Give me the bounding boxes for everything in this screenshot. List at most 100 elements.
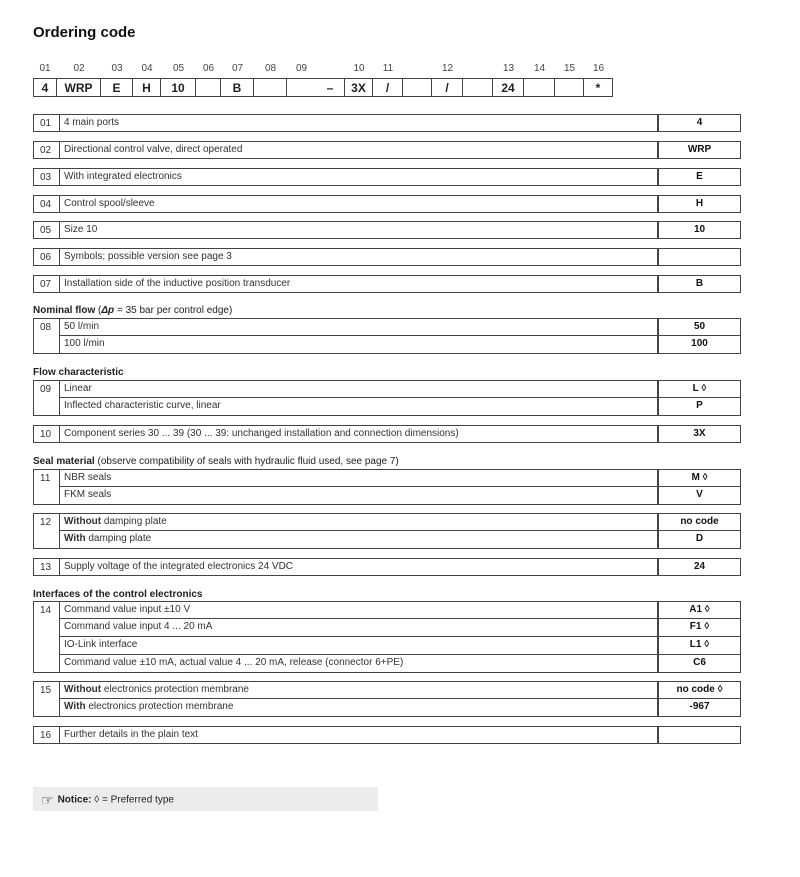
option-text: electronics protection membrane (85, 701, 234, 712)
option-description: Component series 30 ... 39 (30 ... 39: u… (60, 425, 658, 443)
code-position-label: 09 (295, 63, 308, 74)
option-description: Inflected characteristic curve, linear (60, 398, 658, 416)
option-code: M ◊ (658, 469, 741, 487)
option-code: -967 (658, 699, 741, 717)
option-text: Directional control valve, direct operat… (64, 144, 243, 155)
option-description: Without electronics protection membrane (60, 681, 658, 699)
option-description: Command value input 4 ... 20 mA (60, 619, 658, 637)
position-number: 14 (33, 601, 60, 673)
option-description: Supply voltage of the integrated electro… (60, 558, 658, 576)
option-bold: With (64, 533, 86, 544)
position-number: 01 (33, 114, 60, 132)
code-position-label: 15 (563, 63, 576, 74)
option-code: H (658, 195, 741, 213)
option-group-02: 02 Directional control valve, direct oper… (33, 141, 741, 159)
option-text: Command value ±10 mA, actual value 4 ...… (64, 657, 404, 668)
option-group-10: 10 Component series 30 ... 39 (30 ... 39:… (33, 425, 741, 443)
option-group-05: 05 Size 10 10 (33, 221, 741, 239)
position-number: 11 (33, 469, 60, 505)
option-text: Command value input 4 ... 20 mA (64, 621, 213, 632)
code-box (463, 78, 493, 97)
option-text: NBR seals (64, 472, 112, 483)
option-description: NBR seals (60, 469, 658, 487)
option-description: With damping plate (60, 531, 658, 549)
option-text: Installation side of the inductive posit… (64, 278, 291, 289)
notice-text: ◊ = Preferred type (94, 794, 174, 806)
option-code: B (658, 275, 741, 293)
option-text: Command value input ±10 V (64, 604, 191, 615)
option-code: A1 ◊ (658, 601, 741, 619)
option-description: Directional control valve, direct operat… (60, 141, 658, 159)
code-box: WRP (57, 78, 101, 97)
code-box: 10 (161, 78, 196, 97)
option-group-09: 09 Linear L ◊ Inflected characteristic curv… (33, 380, 741, 416)
option-description: Installation side of the inductive posit… (60, 275, 658, 293)
code-box: / (432, 78, 463, 97)
code-box: B (221, 78, 254, 97)
option-text: Linear (64, 383, 92, 394)
option-text: Control spool/sleeve (64, 198, 155, 209)
notice-label: Notice: (57, 794, 92, 806)
option-code: L ◊ (658, 380, 741, 398)
option-code: D (658, 531, 741, 549)
option-group-12: 12 Without damping plate no code With dampi… (33, 513, 741, 549)
option-description: 100 l/min (60, 336, 658, 354)
option-description: Command value ±10 mA, actual value 4 ...… (60, 655, 658, 673)
option-code: 10 (658, 221, 741, 239)
option-code: L1 ◊ (658, 637, 741, 655)
option-code: WRP (658, 141, 741, 159)
option-description: Command value input ±10 V (60, 601, 658, 619)
option-text: 100 l/min (64, 338, 105, 349)
code-position-label: 08 (264, 63, 277, 74)
option-description: Without damping plate (60, 513, 658, 531)
code-position-label: 02 (73, 63, 85, 74)
position-number: 03 (33, 168, 60, 186)
position-number: 08 (33, 318, 60, 354)
option-description: 50 l/min (60, 318, 658, 336)
code-box (196, 78, 221, 97)
option-code: V (658, 487, 741, 505)
position-number: 10 (33, 425, 60, 443)
option-group-08: 08 50 l/min 50 100 l/min 100 (33, 318, 741, 354)
code-box: 3X (345, 78, 373, 97)
option-code: no code (658, 513, 741, 531)
option-text: damping plate (101, 516, 167, 527)
heading-bold: Interfaces of the control electronics (33, 589, 203, 600)
option-text: 50 l/min (64, 321, 100, 332)
option-description: Further details in the plain text (60, 726, 658, 744)
page-title: Ordering code (33, 24, 136, 41)
option-text: Component series 30 ... 39 (30 ... 39: u… (64, 428, 459, 439)
position-number: 05 (33, 221, 60, 239)
option-group-13: 13 Supply voltage of the integrated elect… (33, 558, 741, 576)
code-position-label: 12 (441, 63, 454, 74)
option-text: Supply voltage of the integrated electro… (64, 561, 294, 572)
option-code (658, 726, 741, 744)
option-code: 3X (658, 425, 741, 443)
option-group-07: 07 Installation side of the inductive pos… (33, 275, 741, 293)
option-text: 4 main ports (64, 117, 120, 128)
option-description: With integrated electronics (60, 168, 658, 186)
option-code: no code ◊ (658, 681, 741, 699)
option-group-11: 11 NBR seals M ◊ FKM seals V (33, 469, 741, 505)
notice-box: ☞ Notice: ◊ = Preferred type (33, 787, 378, 811)
option-code: 50 (658, 318, 741, 336)
option-group-16: 16 Further details in the plain text (33, 726, 741, 744)
heading-bold: Nominal flow (33, 305, 96, 316)
option-description: Control spool/sleeve (60, 195, 658, 213)
code-box: 4 (33, 78, 57, 97)
code-box (524, 78, 555, 97)
position-number: 07 (33, 275, 60, 293)
option-code: 100 (658, 336, 741, 354)
option-text: Inflected characteristic curve, linear (64, 400, 221, 411)
code-box (555, 78, 584, 97)
option-text: With integrated electronics (64, 171, 182, 182)
option-group-14: 14 Command value input ±10 V A1 ◊ Command v… (33, 601, 741, 673)
position-number: 09 (33, 380, 60, 416)
option-description: IO-Link interface (60, 637, 658, 655)
code-box: E (101, 78, 133, 97)
code-box: / (373, 78, 403, 97)
option-description: 4 main ports (60, 114, 658, 132)
code-position-label: 07 (231, 63, 244, 74)
option-bold: With (64, 701, 86, 712)
